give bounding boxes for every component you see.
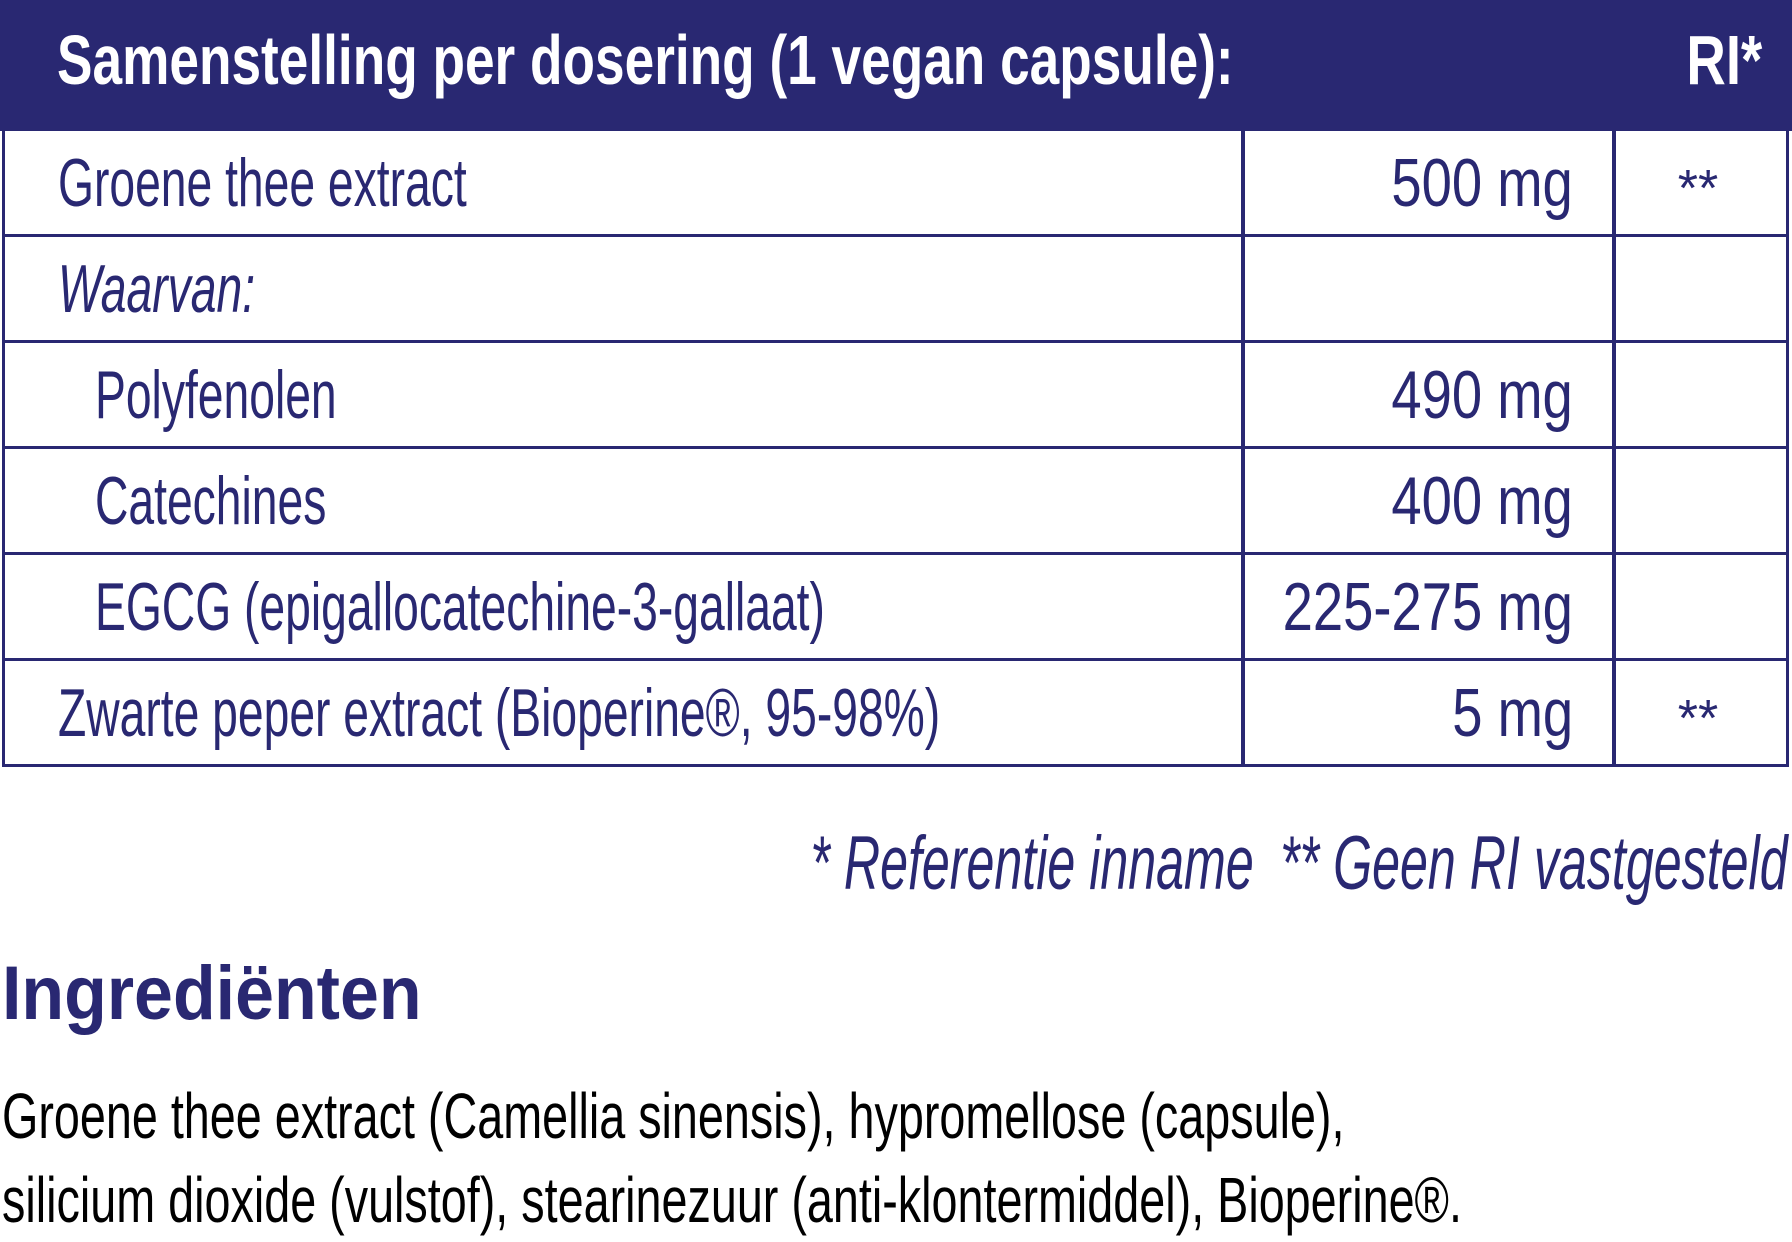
ingredients-text-line-1: Groene thee extract (Camellia sinensis),… <box>2 1080 1345 1152</box>
ri-footnote: * Referentie inname ** Geen RI vastgestel… <box>811 822 1788 906</box>
table-row: Groene thee extract 500 mg ** <box>5 131 1786 237</box>
ingredients-text-line-2: silicium dioxide (vulstof), stearinezuur… <box>2 1164 1462 1236</box>
column-divider <box>1612 555 1616 658</box>
table-row: Zwarte peper extract (Bioperine®, 95-98%… <box>5 661 1786 767</box>
column-divider <box>1612 343 1616 446</box>
composition-table: Groene thee extract 500 mg ** Waarvan: P… <box>2 131 1789 767</box>
ingredient-name: Catechines <box>95 463 327 539</box>
subheading-waarvan: Waarvan: <box>58 251 256 327</box>
column-divider <box>1612 131 1616 234</box>
ingredient-name: Groene thee extract <box>58 145 467 221</box>
composition-header-title: Samenstelling per dosering (1 vegan caps… <box>57 21 1234 99</box>
ingredient-name: EGCG (epigallocatechine-3-gallaat) <box>95 569 825 645</box>
ingredient-amount: 500 mg <box>1391 145 1573 221</box>
column-divider <box>1241 555 1245 658</box>
ingredient-amount: 400 mg <box>1391 463 1573 539</box>
ingredients-heading: Ingrediënten <box>2 951 422 1036</box>
column-divider <box>1241 449 1245 552</box>
ingredient-amount: 490 mg <box>1391 357 1573 433</box>
footnote-no-ri: ** Geen RI vastgesteld <box>1280 821 1788 906</box>
table-row: Catechines 400 mg <box>5 449 1786 555</box>
footnote-reference-intake: * Referentie inname <box>810 821 1255 906</box>
ingredient-amount: 5 mg <box>1452 675 1573 751</box>
ingredient-amount: 225-275 mg <box>1282 569 1573 645</box>
column-divider <box>1612 449 1616 552</box>
ingredient-name: Zwarte peper extract (Bioperine®, 95-98%… <box>58 675 941 751</box>
table-row: Waarvan: <box>5 237 1786 343</box>
ri-column-header: RI* <box>1686 21 1762 99</box>
column-divider <box>1241 343 1245 446</box>
column-divider <box>1612 237 1616 340</box>
column-divider <box>1241 237 1245 340</box>
ingredient-name: Polyfenolen <box>95 357 337 433</box>
ingredient-ri: ** <box>1677 690 1719 748</box>
ingredient-ri: ** <box>1677 160 1719 218</box>
table-row: Polyfenolen 490 mg <box>5 343 1786 449</box>
table-row: EGCG (epigallocatechine-3-gallaat) 225-2… <box>5 555 1786 661</box>
column-divider <box>1241 661 1245 767</box>
column-divider <box>1241 131 1245 234</box>
composition-table-header: Samenstelling per dosering (1 vegan caps… <box>0 0 1792 131</box>
column-divider <box>1612 661 1616 767</box>
